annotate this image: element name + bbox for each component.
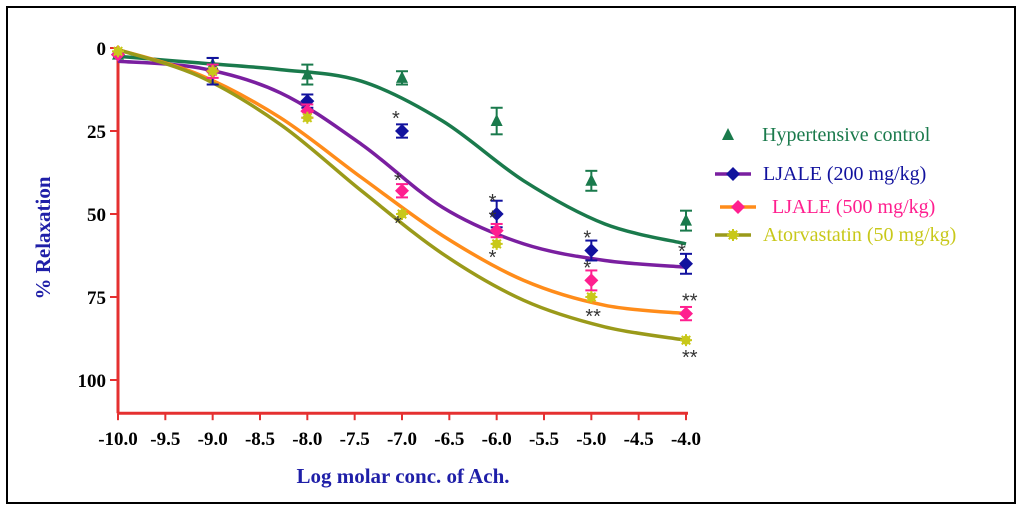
y-tick-label: 50 bbox=[87, 205, 106, 226]
x-tick-label: -7.5 bbox=[340, 429, 370, 450]
data-point-1 bbox=[584, 243, 599, 258]
significance-mark: * bbox=[583, 228, 591, 250]
data-point-1 bbox=[395, 124, 409, 138]
star-marker-ray bbox=[397, 209, 407, 219]
y-tick-label: 25 bbox=[87, 122, 106, 143]
x-tick-label: -4.0 bbox=[671, 429, 701, 450]
x-tick-label: -6.0 bbox=[482, 429, 512, 450]
significance-mark: ** bbox=[682, 347, 698, 369]
legend-marker bbox=[722, 128, 734, 140]
legend-label: LJALE (500 mg/kg) bbox=[772, 196, 935, 218]
significance-annotations: *************** bbox=[392, 108, 698, 369]
data-point-2 bbox=[489, 223, 504, 238]
data-point-2 bbox=[395, 183, 409, 198]
data-point-3 bbox=[112, 45, 124, 58]
star-marker-ray bbox=[728, 230, 738, 240]
legend-label: Hypertensive control bbox=[762, 124, 931, 146]
star-marker-ray bbox=[113, 46, 123, 57]
y-tick-label: 100 bbox=[78, 371, 107, 392]
y-axis-label: % Relaxation bbox=[31, 176, 55, 299]
x-tick-label: -5.5 bbox=[529, 429, 559, 450]
star-marker-ray bbox=[207, 66, 218, 77]
data-point-3 bbox=[680, 334, 692, 347]
x-tick-label: -9.0 bbox=[198, 429, 228, 450]
star-marker-ray bbox=[302, 112, 313, 123]
fit-curve-3 bbox=[117, 48, 687, 342]
data-point-0 bbox=[396, 70, 408, 83]
significance-mark: * bbox=[489, 247, 497, 269]
x-axis-label: Log molar conc. of Ach. bbox=[296, 464, 509, 488]
y-tick-label: 0 bbox=[97, 39, 107, 60]
legend-marker bbox=[727, 229, 739, 241]
data-points bbox=[111, 45, 693, 347]
data-point-0 bbox=[680, 213, 692, 226]
significance-mark: * bbox=[489, 191, 497, 213]
fit-curve-1 bbox=[117, 59, 687, 269]
legend: Hypertensive control LJALE (200 mg/kg) LJA… bbox=[715, 124, 956, 246]
data-point-0 bbox=[585, 173, 598, 186]
data-point-2 bbox=[679, 306, 693, 321]
legend-marker bbox=[726, 167, 740, 181]
legend-entry: LJALE (500 mg/kg) bbox=[720, 196, 935, 218]
data-point-3 bbox=[585, 291, 598, 303]
significance-mark: * bbox=[583, 257, 591, 279]
significance-mark: * bbox=[489, 208, 497, 230]
x-tick-labels: -10.0 -9.5 -9.0 -8.5 -8.0 -7.5 -7.0 -6.5 -6.0 -5.… bbox=[98, 429, 701, 450]
chart-frame bbox=[6, 6, 1016, 504]
x-tick-label: -9.5 bbox=[150, 429, 180, 450]
data-point-2 bbox=[584, 273, 599, 288]
legend-label: LJALE (200 mg/kg) bbox=[763, 163, 926, 185]
x-tick-label: -7.0 bbox=[387, 429, 417, 450]
x-tick-label: -6.5 bbox=[434, 429, 464, 450]
legend-label: Atorvastatin (50 mg/kg) bbox=[763, 224, 956, 246]
data-point-0 bbox=[490, 114, 503, 127]
data-point-3 bbox=[206, 65, 219, 78]
significance-mark: * bbox=[394, 170, 402, 192]
star-marker-ray bbox=[586, 292, 597, 302]
star-marker-ray bbox=[491, 238, 502, 249]
y-tick-label: 75 bbox=[87, 288, 106, 309]
x-tick-label: -10.0 bbox=[98, 429, 138, 450]
x-tick-label: -5.0 bbox=[576, 429, 606, 450]
legend-entry: LJALE (200 mg/kg) bbox=[715, 163, 926, 185]
data-point-3 bbox=[490, 237, 503, 250]
legend-marker bbox=[731, 200, 745, 214]
y-tick-labels: 0 25 50 75 100 bbox=[78, 39, 107, 392]
fit-curve-2 bbox=[117, 48, 687, 316]
data-point-1 bbox=[489, 207, 504, 221]
significance-mark: * bbox=[392, 108, 400, 130]
axes bbox=[110, 46, 688, 421]
legend-entry: Atorvastatin (50 mg/kg) bbox=[715, 224, 956, 246]
legend-entry: Hypertensive control bbox=[722, 124, 931, 146]
significance-mark: * bbox=[678, 241, 686, 263]
x-tick-label: -8.5 bbox=[245, 429, 275, 450]
data-point-3 bbox=[301, 111, 314, 124]
data-point-0 bbox=[301, 67, 314, 80]
x-tick-label: -8.0 bbox=[292, 429, 322, 450]
data-point-1 bbox=[679, 256, 693, 271]
x-tick-label: -4.5 bbox=[624, 429, 654, 450]
significance-mark: ** bbox=[682, 291, 698, 313]
significance-mark: ** bbox=[585, 306, 601, 328]
star-marker-ray bbox=[681, 335, 691, 346]
significance-mark: * bbox=[394, 213, 402, 235]
data-point-3 bbox=[396, 208, 408, 220]
